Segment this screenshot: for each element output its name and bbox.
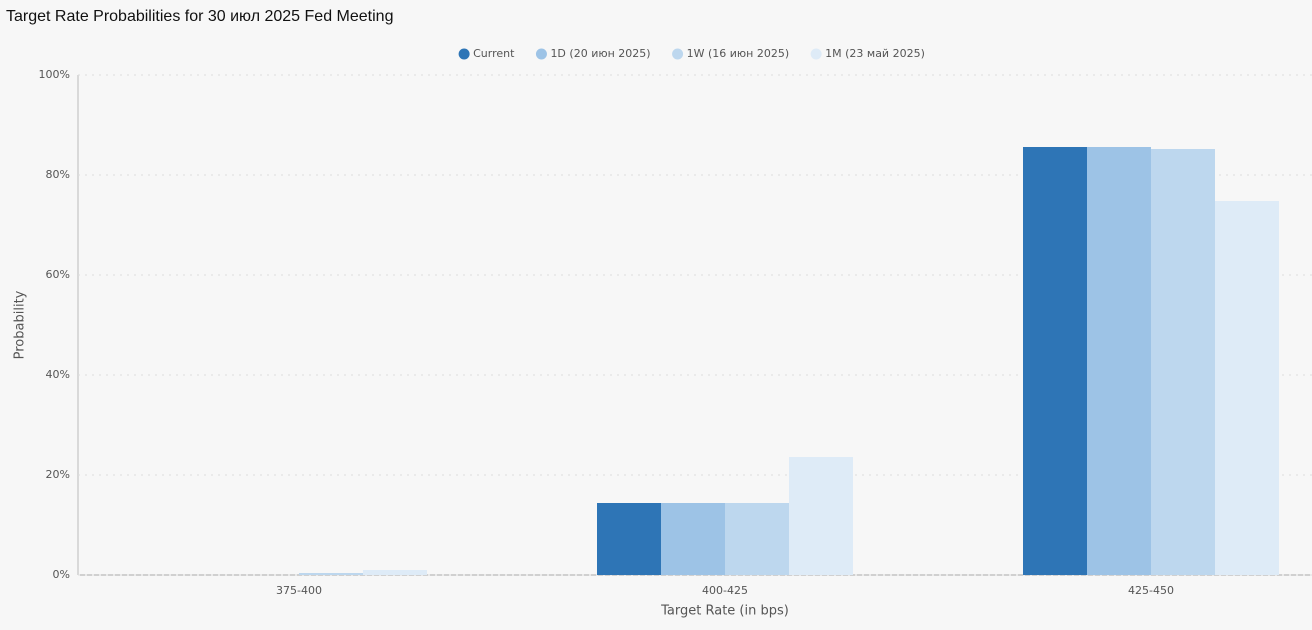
bar (725, 503, 789, 575)
y-tick-label: 80% (46, 168, 70, 181)
legend-label: 1D (20 июн 2025) (550, 47, 650, 60)
bar (1215, 201, 1279, 575)
y-tick-label: 40% (46, 368, 70, 381)
legend-label: 1W (16 июн 2025) (687, 47, 790, 60)
bar (597, 503, 661, 575)
bar (1023, 147, 1087, 575)
bar (363, 570, 427, 575)
x-tick-label: 375-400 (276, 584, 322, 597)
legend-marker (535, 48, 547, 60)
bar (299, 573, 363, 575)
bar (1087, 147, 1151, 575)
legend-label: 1M (23 май 2025) (825, 47, 925, 60)
y-tick-label: 100% (39, 68, 70, 81)
y-tick-label: 20% (46, 468, 70, 481)
x-tick-label: 425-450 (1128, 584, 1174, 597)
legend-marker (810, 48, 822, 60)
chart-title: Target Rate Probabilities for 30 июл 202… (6, 8, 393, 25)
y-tick-label: 0% (53, 568, 70, 581)
bar (661, 503, 725, 575)
legend-marker (458, 48, 470, 60)
legend-label: Current (473, 47, 515, 60)
legend-marker (672, 48, 684, 60)
x-axis-title: Target Rate (in bps) (660, 604, 789, 619)
y-tick-label: 60% (46, 268, 70, 281)
x-tick-label: 400-425 (702, 584, 748, 597)
y-axis-title: Probability (13, 290, 28, 359)
bar (1151, 149, 1215, 575)
bar (789, 457, 853, 575)
